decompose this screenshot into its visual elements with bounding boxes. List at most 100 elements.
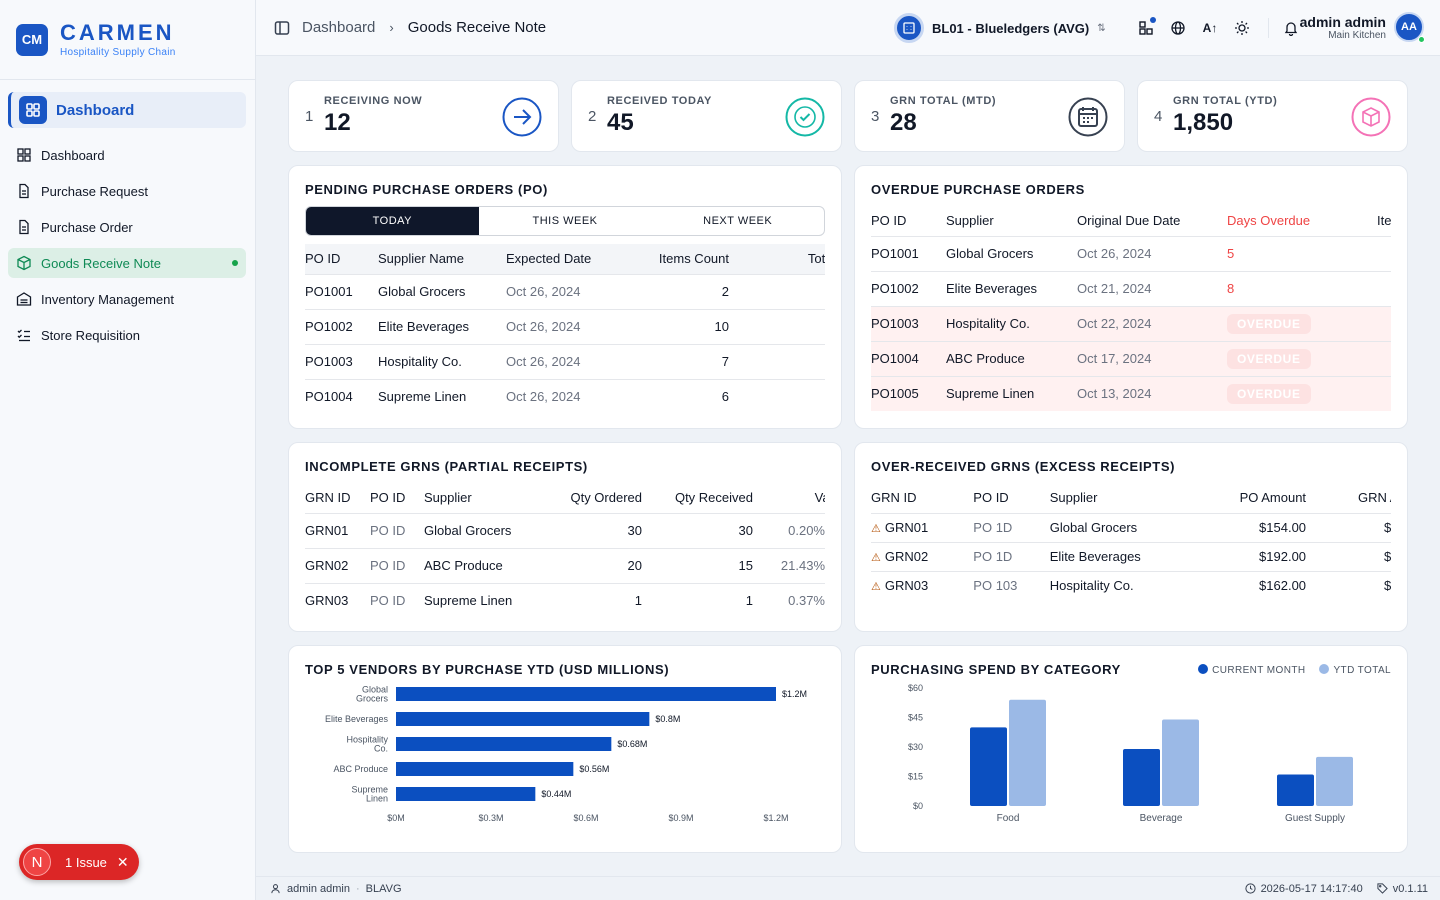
bar-value-label: $0.8M xyxy=(655,714,680,724)
column-header[interactable]: GRN Amoun xyxy=(1358,490,1391,506)
apps-icon[interactable] xyxy=(1134,16,1158,40)
column-header[interactable]: Qty Received xyxy=(674,490,753,506)
stat-card-grn-total-ytd[interactable]: 4 GRN TOTAL (YTD) 1,850 xyxy=(1137,80,1408,152)
stat-card-received-today[interactable]: 2 RECEIVED TODAY 45 xyxy=(571,80,842,152)
package-icon xyxy=(1350,96,1392,138)
column-header[interactable]: GRN ID xyxy=(871,490,917,506)
table-row[interactable]: GRN02 PO ID ABC Produce 20 15 21.43% xyxy=(305,548,825,583)
table-row[interactable]: PO1002 Elite Beverages Oct 21, 2024 8 xyxy=(871,271,1391,306)
column-header[interactable]: PO ID xyxy=(871,213,907,229)
brand-logo[interactable]: CM xyxy=(16,23,48,56)
column-header[interactable]: Items Count xyxy=(658,251,729,267)
table-cell: $192.00 xyxy=(1259,549,1307,564)
table-row[interactable]: ⚠GRN03 PO 103 Hospitality Co. $162.00 $183.0… xyxy=(871,571,1391,600)
box-icon xyxy=(16,255,32,271)
stat-label: RECEIVING NOW xyxy=(324,95,423,107)
issue-indicator[interactable]: N 1 Issue ✕ xyxy=(19,844,139,880)
table-row[interactable]: PO1004 ABC Produce Oct 17, 2024 OVERDUE xyxy=(871,341,1391,376)
stat-card-receiving-now[interactable]: 1 RECEIVING NOW 12 xyxy=(288,80,559,152)
tab-next-week[interactable]: NEXT WEEK xyxy=(703,215,773,227)
column-header[interactable]: Supplier xyxy=(1049,490,1098,506)
column-header[interactable]: PO Amount xyxy=(1239,490,1307,506)
bar[interactable] xyxy=(1316,756,1353,806)
table-row[interactable]: ⚠GRN02 PO 1D Elite Beverages $192.00 $344.00 xyxy=(871,542,1391,571)
column-header[interactable]: Ite xyxy=(1377,213,1391,229)
bar[interactable] xyxy=(396,737,612,751)
column-header[interactable]: Supplier Name xyxy=(378,251,464,267)
sidebar-item-purchase-order[interactable]: Purchase Order xyxy=(8,212,246,242)
bar[interactable] xyxy=(1277,774,1314,806)
category-label: Global xyxy=(362,685,388,695)
sidebar-item-inventory-management[interactable]: Inventory Management xyxy=(8,284,246,314)
bar[interactable] xyxy=(1162,719,1199,806)
tab-this-week[interactable]: THIS WEEK xyxy=(532,215,598,227)
table-row[interactable]: PO1003 Hospitality Co. Oct 22, 2024 OVERDUE xyxy=(871,306,1391,341)
table-row[interactable]: ⚠GRN01 PO 1D Global Grocers $154.00 $307.00 xyxy=(871,513,1391,542)
sidebar-item-store-requisition[interactable]: Store Requisition xyxy=(8,320,246,350)
breadcrumb-dashboard[interactable]: Dashboard xyxy=(302,19,376,36)
column-header[interactable]: GRN ID xyxy=(305,490,351,506)
table-cell: Elite Beverages xyxy=(378,319,470,334)
column-header[interactable]: Total Amo xyxy=(807,251,825,267)
sidebar-item-purchase-request[interactable]: Purchase Request xyxy=(8,176,246,206)
column-header[interactable]: PO ID xyxy=(973,490,1009,506)
close-icon[interactable]: ✕ xyxy=(116,853,129,870)
table-row[interactable]: PO1005 Supreme Linen Oct 13, 2024 OVERDUE xyxy=(871,376,1391,411)
table-row[interactable]: GRN01 PO ID Global Grocers 30 30 0.20% xyxy=(305,513,825,548)
column-header[interactable]: Qty Ordered xyxy=(570,490,642,506)
table-cell: GRN03 xyxy=(305,593,349,609)
brand-name: CARMEN xyxy=(60,20,175,45)
globe-icon[interactable] xyxy=(1166,16,1190,40)
user-menu[interactable]: admin admin Main Kitchen AA xyxy=(1300,12,1425,43)
table-row[interactable]: PO1001 Global Grocers Oct 26, 2024 2$178 xyxy=(305,274,825,309)
sidebar-dashboard-header[interactable]: Dashboard xyxy=(8,92,246,128)
bar[interactable] xyxy=(396,712,650,726)
category-label: Elite Beverages xyxy=(325,714,389,724)
column-header[interactable]: Variance xyxy=(814,490,825,506)
table-cell: 1 xyxy=(745,593,753,609)
table-cell: Elite Beverages xyxy=(1049,549,1141,564)
y-tick-label: $45 xyxy=(908,713,923,723)
table-row[interactable]: PO1001 Global Grocers Oct 26, 2024 5 xyxy=(871,236,1391,271)
sidebar-item-dashboard[interactable]: Dashboard xyxy=(8,140,246,170)
table-row[interactable]: PO1002 Elite Beverages Oct 26, 2024 10$437 xyxy=(305,309,825,344)
bar[interactable] xyxy=(970,727,1007,806)
pending-po-panel: PENDING PURCHASE ORDERS (PO) TODAY THIS … xyxy=(288,165,842,429)
table-cell: 1 xyxy=(634,593,642,609)
table-row[interactable]: PO1003 Hospitality Co. Oct 26, 2024 7$133 xyxy=(305,344,825,379)
table-cell: 30 xyxy=(738,523,753,538)
footer-bu-code: BLAVG xyxy=(365,882,402,895)
bar[interactable] xyxy=(1123,748,1160,806)
column-header[interactable]: Original Due Date xyxy=(1077,213,1181,229)
bar[interactable] xyxy=(396,687,776,701)
sidebar-item-goods-receive-note[interactable]: Goods Receive Note xyxy=(8,248,246,278)
table-row[interactable]: GRN03 PO ID Supreme Linen 1 1 0.37% xyxy=(305,583,825,618)
table-cell: PO1003 xyxy=(871,316,919,331)
column-header[interactable]: PO ID xyxy=(370,490,406,506)
font-size-icon[interactable]: A↑ xyxy=(1202,21,1218,35)
y-tick-label: $15 xyxy=(908,772,923,782)
sidebar-toggle-icon[interactable] xyxy=(274,20,290,36)
y-tick-label: $0 xyxy=(913,801,923,811)
category-label: Grocers xyxy=(356,694,389,704)
bar[interactable] xyxy=(396,762,574,776)
stat-card-grn-total-mtd[interactable]: 3 GRN TOTAL (MTD) 28 xyxy=(854,80,1125,152)
stat-index: 1 xyxy=(305,107,314,125)
bar[interactable] xyxy=(396,787,536,801)
column-header[interactable]: Supplier xyxy=(946,213,994,229)
column-header[interactable]: Supplier xyxy=(424,490,472,506)
avatar[interactable]: AA xyxy=(1394,12,1425,43)
table-cell: Oct 21, 2024 xyxy=(1077,281,1152,296)
sun-icon[interactable] xyxy=(1230,16,1254,40)
bell-icon[interactable] xyxy=(1279,16,1303,40)
table-row[interactable]: PO1004 Supreme Linen Oct 26, 2024 6$293 xyxy=(305,379,825,414)
column-header[interactable]: PO ID xyxy=(305,251,341,267)
column-header[interactable]: Days Overdue xyxy=(1227,213,1311,229)
bar[interactable] xyxy=(1009,699,1046,806)
column-header[interactable]: Expected Date xyxy=(506,251,592,267)
category-label: ABC Produce xyxy=(333,764,388,774)
tab-today[interactable]: TODAY xyxy=(306,207,479,235)
business-unit-selector[interactable]: BL01 - Blueledgers (AVG) ⇅ xyxy=(894,12,1106,44)
x-tick-label: $0M xyxy=(387,813,405,823)
table-cell: $183.00 xyxy=(1384,578,1391,594)
